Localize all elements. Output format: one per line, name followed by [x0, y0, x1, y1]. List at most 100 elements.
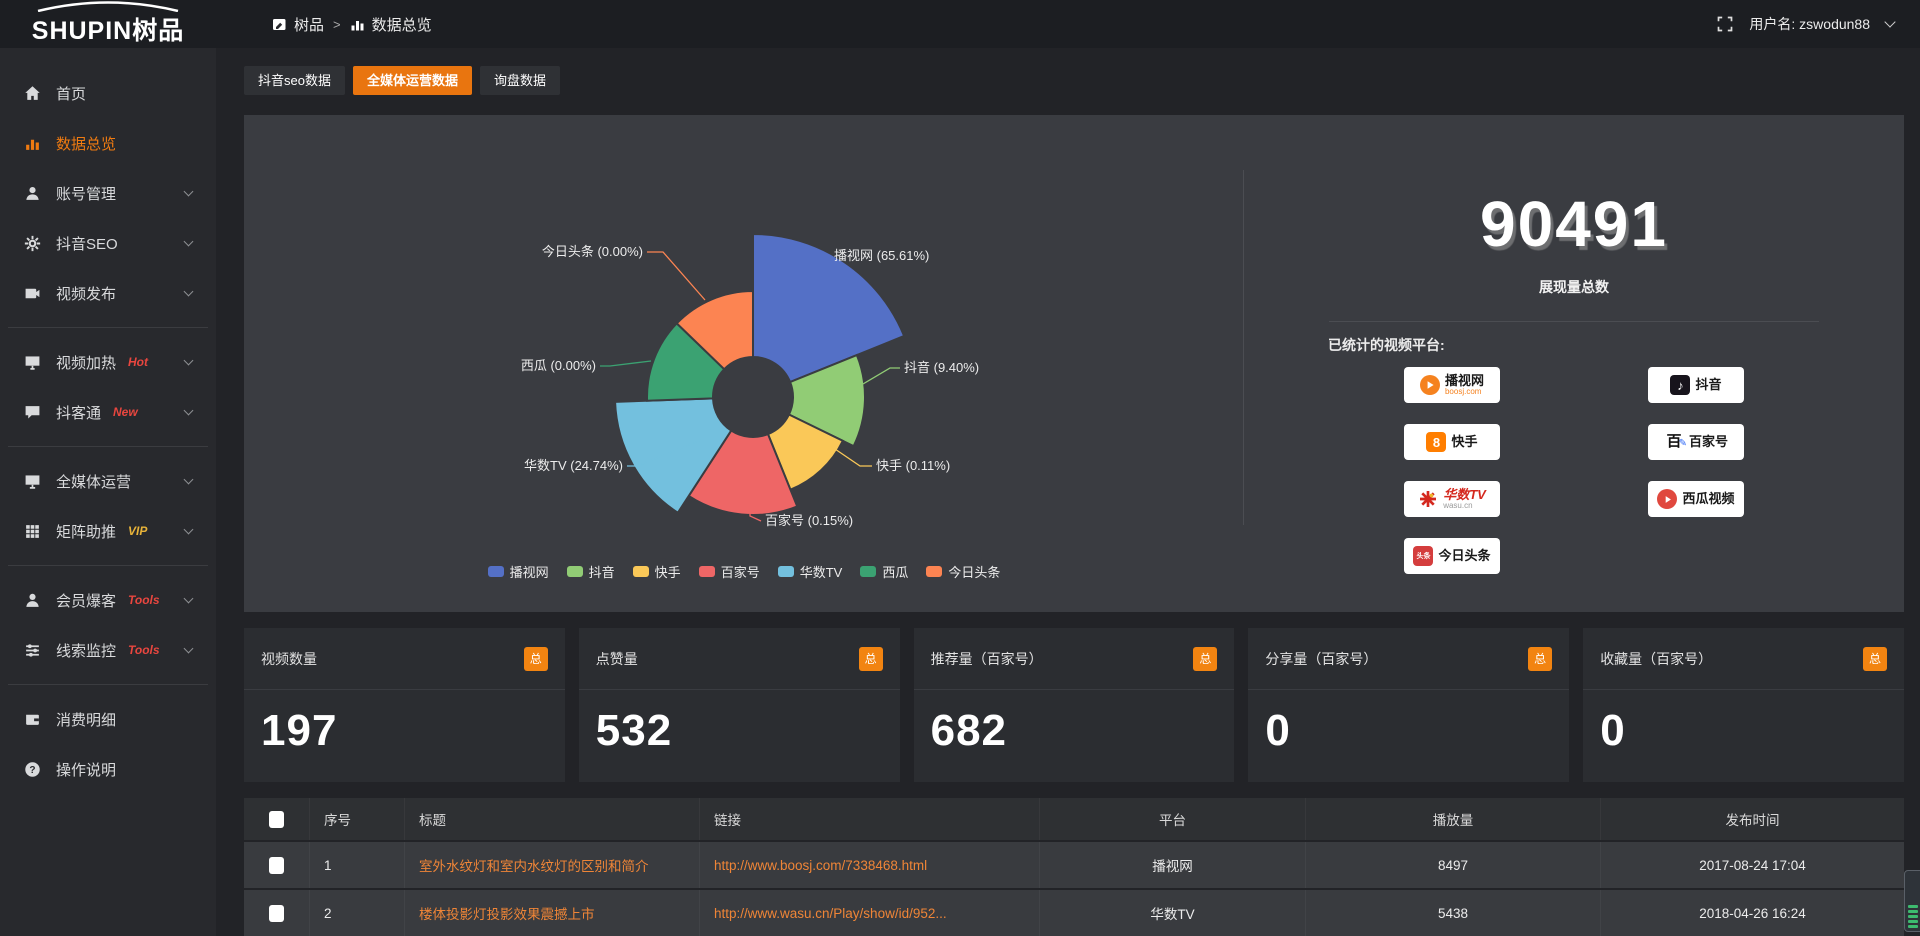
tab-2[interactable]: 询盘数据 — [479, 66, 560, 95]
legend-item[interactable]: 播视网 — [487, 562, 549, 581]
floating-widget[interactable] — [1904, 870, 1920, 932]
sidebar-item-help[interactable]: ? 操作说明 — [0, 744, 216, 794]
stat-card-2: 推荐量（百家号） 总 682 — [913, 628, 1235, 782]
sidebar-item-label: 账号管理 — [56, 185, 117, 203]
platform-badge-wasu[interactable]: 华数TV wasu.cn — [1404, 481, 1500, 517]
table-header-cell: 序号 — [310, 798, 405, 840]
monitor-play-icon — [24, 354, 41, 371]
main-content: 抖音seo数据 全媒体运营数据 询盘数据 播视网 (65.61%) 抖音 (9.40%… — [216, 48, 1920, 936]
sidebar-item-home[interactable]: 首页 — [0, 68, 216, 118]
grid-icon — [24, 523, 41, 540]
legend-item[interactable]: 百家号 — [698, 562, 760, 581]
chevron-down-icon[interactable] — [1884, 16, 1896, 28]
plays-cell: 8497 — [1306, 842, 1601, 888]
stat-card-value: 682 — [930, 706, 1008, 755]
sidebar-divider — [8, 446, 208, 447]
sidebar-divider — [8, 684, 208, 685]
platform-name: 百家号 — [1688, 434, 1728, 450]
legend-item[interactable]: 抖音 — [566, 562, 615, 581]
sidebar-item-chat[interactable]: 抖客通 New — [0, 387, 216, 437]
sidebar-item-wallet[interactable]: 消费明细 — [0, 694, 216, 744]
logo[interactable]: SHUPIN树品 — [0, 0, 216, 47]
topbar-right: 用户名: zswodun88 — [1717, 14, 1896, 34]
tab-0[interactable]: 抖音seo数据 — [244, 66, 345, 95]
platform-name: 今日头条 — [1438, 548, 1491, 564]
video-publish-icon — [24, 285, 41, 302]
sidebar-item-gear[interactable]: 抖音SEO — [0, 218, 216, 268]
stat-card-label: 分享量（百家号） — [1265, 650, 1378, 667]
kuaishou-logo-icon: 8 — [1426, 432, 1447, 452]
sidebar: 首页 数据总览账号管理抖音SEO 视频发布视频加热 Hot 抖客通 New 全媒体运营 矩阵助… — [0, 48, 216, 936]
total-badge[interactable]: 总 — [858, 646, 883, 671]
title-cell[interactable]: 室外水纹灯和室内水纹灯的区别和简介 — [405, 842, 700, 888]
row-checkbox[interactable] — [269, 856, 284, 874]
platform-rose-chart: 播视网 (65.61%) 抖音 (9.40%) 快手 (0.11%) 百家号 (0.1… — [521, 232, 979, 528]
username[interactable]: 用户名: zswodun88 — [1749, 16, 1870, 32]
row-checkbox[interactable] — [269, 904, 284, 922]
sidebar-item-monitor-play[interactable]: 视频加热 Hot — [0, 337, 216, 387]
pie-slice-0[interactable] — [752, 232, 906, 384]
sidebar-item-bar-chart[interactable]: 数据总览 — [0, 118, 216, 168]
pie-label: 播视网 (65.61%) — [834, 248, 929, 263]
platform-badge-baijiahao[interactable]: 百 ✎ 百家号 — [1648, 424, 1744, 460]
stat-card-label: 收藏量（百家号） — [1600, 650, 1713, 667]
baijiahao-logo-icon: 百 ✎ — [1666, 433, 1687, 450]
select-all-checkbox[interactable] — [269, 810, 284, 828]
legend-item[interactable]: 今日头条 — [926, 562, 1000, 581]
legend-label: 百家号 — [720, 565, 760, 580]
horizontal-divider — [1329, 321, 1819, 322]
total-badge[interactable]: 总 — [523, 646, 548, 671]
sidebar-item-grid[interactable]: 矩阵助推 VIP — [0, 506, 216, 556]
total-badge[interactable]: 总 — [1528, 646, 1553, 671]
stat-card-label: 推荐量（百家号） — [930, 650, 1043, 667]
chevron-down-icon — [183, 524, 194, 535]
legend-item[interactable]: 快手 — [632, 562, 681, 581]
total-badge[interactable]: 总 — [1862, 646, 1887, 671]
pie-slice-4[interactable] — [614, 397, 733, 515]
total-badge[interactable]: 总 — [1193, 646, 1218, 671]
sidebar-item-label: 消费明细 — [56, 711, 117, 729]
checkbox-cell — [244, 842, 310, 888]
gear-icon — [24, 235, 41, 252]
sidebar-item-video-publish[interactable]: 视频发布 — [0, 268, 216, 318]
platform-badge-toutiao[interactable]: 头条 今日头条 — [1404, 538, 1500, 574]
legend-label: 今日头条 — [948, 565, 1001, 580]
seq-cell: 2 — [310, 890, 405, 936]
sidebar-item-tag: Tools — [128, 643, 160, 657]
total-impressions-value: 90491 — [1480, 188, 1668, 260]
sidebar-item-member[interactable]: 会员爆客 Tools — [0, 575, 216, 625]
table-row: 2 楼体投影灯投影效果震撼上市 http://www.wasu.cn/Play/sh… — [244, 890, 1904, 936]
legend-item[interactable]: 华数TV — [777, 562, 842, 581]
tab-1[interactable]: 全媒体运营数据 — [352, 66, 472, 95]
stat-card-0: 视频数量 总 197 — [244, 628, 565, 782]
pie-label: 快手 (0.11%) — [876, 458, 950, 473]
breadcrumb-root[interactable]: 树品 — [294, 16, 325, 34]
table-row: 1 室外水纹灯和室内水纹灯的区别和简介 http://www.boosj.com/7… — [244, 842, 1904, 888]
stat-card-value: 532 — [595, 706, 673, 755]
platform-name: 抖音 — [1695, 377, 1722, 393]
legend-swatch — [487, 566, 504, 577]
home-icon — [24, 85, 41, 102]
sidebar-item-user[interactable]: 账号管理 — [0, 168, 216, 218]
legend-swatch — [566, 566, 583, 577]
platform-sub: wasu.cn — [1443, 500, 1473, 510]
platform-badge-xigua[interactable]: 西瓜视频 — [1648, 481, 1744, 517]
stat-card-4: 收藏量（百家号） 总 0 — [1583, 628, 1904, 782]
legend-item[interactable]: 西瓜 — [860, 562, 908, 581]
link-cell[interactable]: http://www.boosj.com/7338468.html — [700, 842, 1040, 888]
sidebar-item-tag: Tools — [128, 593, 160, 607]
platform-badge-douyin[interactable]: ♪ 抖音 — [1648, 367, 1744, 403]
title-cell[interactable]: 楼体投影灯投影效果震撼上市 — [405, 890, 700, 936]
platform-badge-boosj[interactable]: 播视网 boosj.com — [1404, 367, 1500, 403]
link-cell[interactable]: http://www.wasu.cn/Play/show/id/952... — [700, 890, 1040, 936]
pie-slice-6[interactable] — [675, 289, 754, 371]
platform-name: 快手 — [1451, 434, 1478, 450]
total-impressions-label: 展现量总数 — [1539, 279, 1609, 295]
legend-swatch — [698, 566, 715, 577]
fullscreen-icon[interactable] — [1717, 16, 1733, 32]
platform-badge-kuaishou[interactable]: 8 快手 — [1404, 424, 1500, 460]
wasu-logo-icon — [1418, 489, 1439, 509]
sidebar-item-sliders[interactable]: 线索监控 Tools — [0, 625, 216, 675]
pie-slice-3[interactable] — [687, 429, 799, 516]
sidebar-item-monitor[interactable]: 全媒体运营 — [0, 456, 216, 506]
